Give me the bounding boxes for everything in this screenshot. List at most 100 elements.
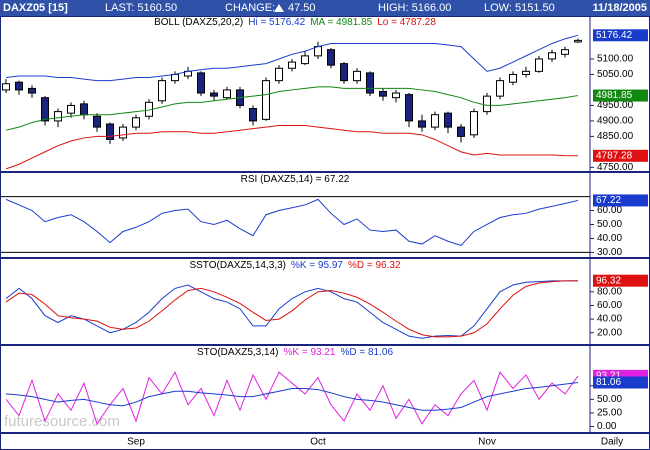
candle-body (483, 95, 491, 113)
y-tick-label: 30.00 (597, 247, 622, 258)
candle-body (171, 73, 179, 82)
candle-body (262, 80, 270, 120)
candle-body (210, 92, 218, 97)
y-tick-label: 50.00 (597, 394, 622, 405)
candle-body (106, 123, 114, 140)
last-value-label: 67.22 (596, 195, 621, 206)
last-value-box (593, 149, 648, 162)
y-tick-label: 5050.00 (597, 69, 634, 80)
y-tick-label: 80.00 (597, 286, 622, 297)
candle-body (418, 120, 426, 128)
change-label: CHANGE: (225, 2, 275, 14)
line (5, 381, 579, 411)
last-value-label: 96.32 (596, 275, 621, 286)
change: 47.50 (288, 2, 316, 14)
candle-body (119, 126, 127, 139)
last-value-box (593, 376, 648, 389)
last-value-label: 81.06 (596, 377, 621, 388)
candle-body (366, 72, 374, 94)
x-tick-label: Oct (310, 437, 326, 448)
last-value-label: 4787.28 (596, 150, 633, 161)
candle-body (132, 117, 140, 128)
y-tick-label: 0.00 (597, 421, 617, 432)
candle-body (327, 49, 335, 66)
title-text: STO(DAXZ5,3,14) (197, 347, 279, 358)
legend-entry: MA = 4981.85 (310, 17, 372, 28)
line (5, 198, 579, 247)
y-tick-label: 25.00 (597, 408, 622, 419)
y-tick-label: 4850.00 (597, 131, 634, 142)
candle-body (223, 89, 231, 99)
watermark: futuresource.com (4, 413, 120, 430)
candle-body (80, 103, 88, 116)
candle-body (2, 83, 10, 91)
panel-title: BOLL (DAXZ5,20,2) Hi = 5176.42 MA = 4981.8… (154, 17, 436, 28)
y-tick-label: 40.00 (597, 314, 622, 325)
line (5, 34, 579, 82)
y-tick-label: 4900.00 (597, 116, 634, 127)
legend-entry: %D = 96.32 (348, 260, 401, 271)
candle-body (535, 58, 543, 72)
legend-entry: %K = 95.97 (291, 260, 343, 271)
candle-body (444, 112, 452, 128)
x-tick-label: Nov (478, 437, 496, 448)
candle-body (548, 52, 556, 60)
legend-entry: Hi = 5176.42 (248, 17, 305, 28)
candle-body (496, 80, 504, 97)
title-text: SSTO(DAXZ5,14,3,3) (189, 260, 286, 271)
last-value-label: 93.21 (596, 371, 621, 382)
last-value-label: 4981.85 (596, 90, 633, 101)
candle-body (28, 87, 36, 94)
period-label: Daily (601, 437, 623, 448)
y-tick-label: 20.00 (597, 327, 622, 338)
panel-title: STO(DAXZ5,3,14) %K = 93.21 %D = 81.06 (197, 347, 393, 358)
candle-body (301, 55, 309, 65)
candle-body (574, 39, 582, 43)
candle-body (561, 49, 569, 55)
last-value-box (593, 29, 648, 42)
last: LAST: 5160.50 (105, 2, 177, 14)
candle-body (340, 63, 348, 82)
line (5, 125, 579, 170)
last-value-label: 5176.42 (596, 30, 633, 41)
panel-title: RSI (DAXZ5,14) = 67.22 (241, 174, 350, 185)
candle-body (54, 111, 62, 122)
x-tick-label: Sep (127, 437, 145, 448)
candle-body (197, 72, 205, 94)
candle-body (288, 61, 296, 69)
line (5, 86, 579, 131)
high: HIGH: 5166.00 (378, 2, 451, 14)
candle-body (457, 126, 465, 137)
last-value-box (593, 89, 648, 102)
candle-body (67, 104, 75, 114)
candle-body (509, 73, 517, 83)
candle-body (353, 70, 361, 82)
line (5, 280, 579, 338)
legend-entry: %D = 81.06 (340, 347, 393, 358)
y-tick-label: 60.00 (597, 300, 622, 311)
last-value-box (593, 274, 648, 287)
candle-body (158, 80, 166, 102)
candle-body (15, 81, 23, 91)
panel-title: SSTO(DAXZ5,14,3,3) %K = 95.97 %D = 96.32 (189, 260, 400, 271)
header-bar (0, 0, 650, 16)
date: 11/18/2005 (593, 2, 647, 14)
candle-body (41, 97, 49, 122)
candle-body (275, 67, 283, 82)
low: LOW: 5151.50 (484, 2, 555, 14)
title-text: RSI (DAXZ5,14) = 67.22 (241, 174, 350, 185)
candle-body (392, 92, 400, 99)
candle-body (379, 90, 387, 97)
title-text: BOLL (DAXZ5,20,2) (154, 17, 243, 28)
candle-body (470, 111, 478, 136)
symbol: DAXZ05 [15] (3, 2, 68, 14)
y-tick-label: 4750.00 (597, 162, 634, 173)
candle-body (405, 94, 413, 122)
y-tick-label: 5100.00 (597, 54, 634, 65)
candle-body (522, 70, 530, 75)
legend-entry: Lo = 4787.28 (377, 17, 436, 28)
candle-body (249, 108, 257, 122)
up-arrow (274, 4, 284, 12)
